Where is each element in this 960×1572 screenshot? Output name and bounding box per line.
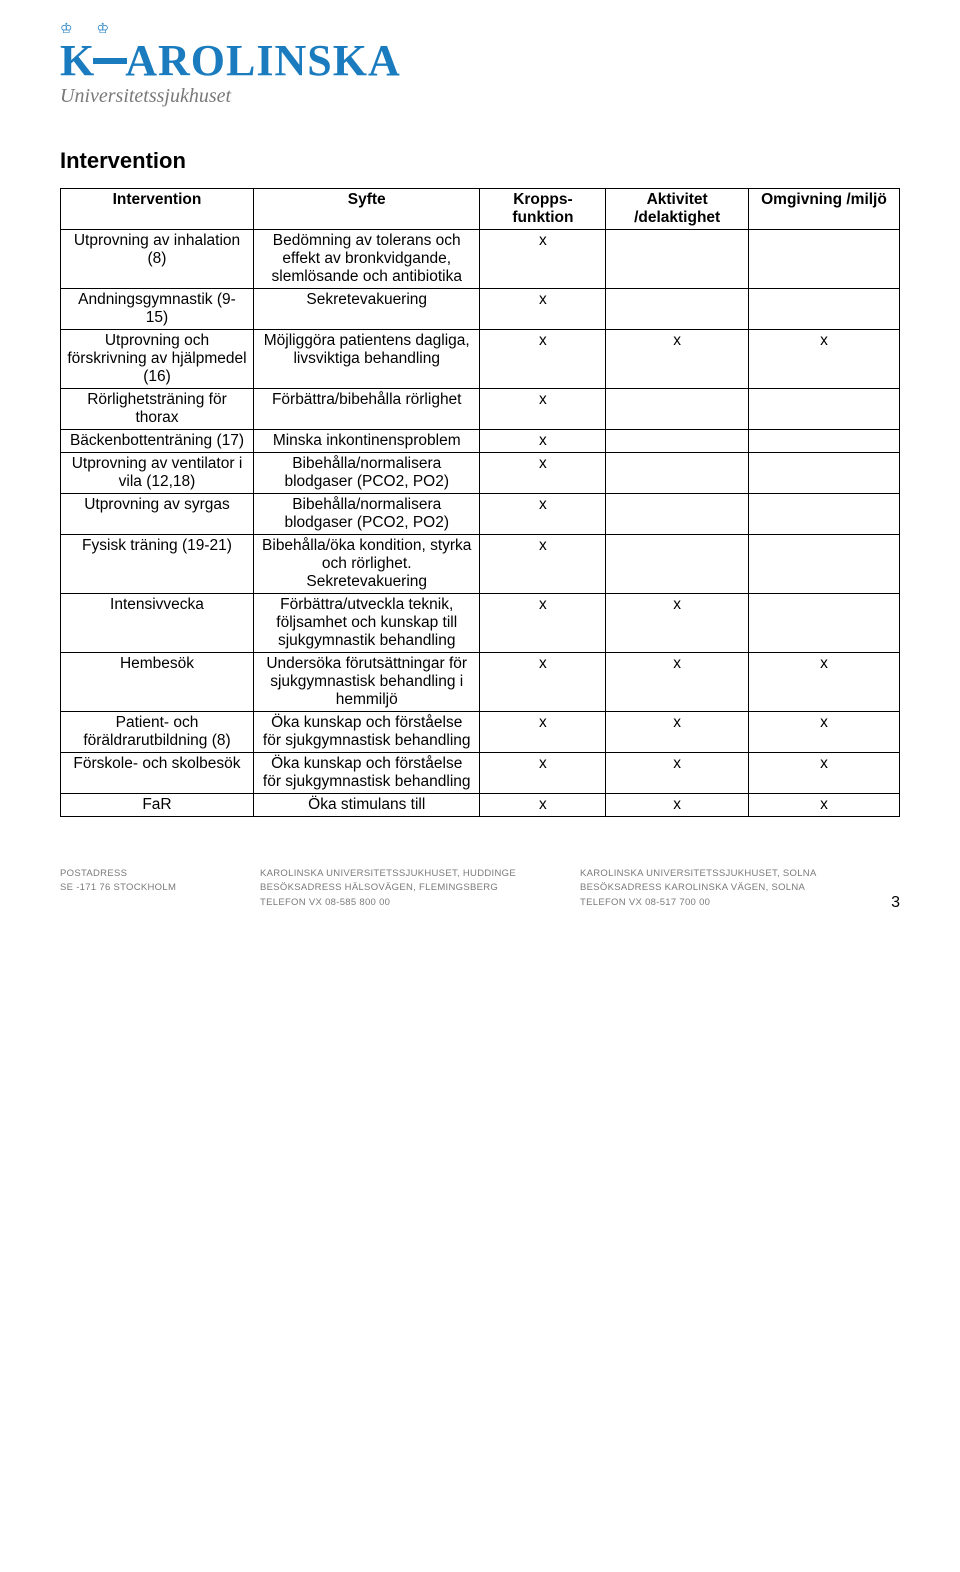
cell-kf: x bbox=[480, 594, 606, 653]
cell-kf: x bbox=[480, 389, 606, 430]
col-header-syfte: Syfte bbox=[253, 189, 480, 230]
cell-om bbox=[748, 535, 899, 594]
logo-crowns-icon: ♔ ♔ bbox=[60, 20, 900, 37]
logo-name: KAROLINSKA bbox=[60, 39, 900, 83]
cell-om bbox=[748, 230, 899, 289]
cell-om bbox=[748, 389, 899, 430]
cell-om: x bbox=[748, 794, 899, 817]
section-title: Intervention bbox=[60, 148, 900, 174]
cell-kf: x bbox=[480, 653, 606, 712]
cell-syfte: Öka kunskap och förståelse för sjukgymna… bbox=[253, 712, 480, 753]
cell-syfte: Minska inkontinensproblem bbox=[253, 430, 480, 453]
col-header-kroppsfunktion: Kropps-funktion bbox=[480, 189, 606, 230]
cell-ad: x bbox=[606, 330, 749, 389]
cell-ad: x bbox=[606, 594, 749, 653]
table-row: Andningsgymnastik (9-15)Sekretevakuering… bbox=[61, 289, 900, 330]
cell-intervention: Bäckenbottenträning (17) bbox=[61, 430, 254, 453]
cell-syfte: Möjliggöra patientens dagliga, livsvikti… bbox=[253, 330, 480, 389]
cell-om: x bbox=[748, 712, 899, 753]
cell-intervention: Andningsgymnastik (9-15) bbox=[61, 289, 254, 330]
table-header-row: Intervention Syfte Kropps-funktion Aktiv… bbox=[61, 189, 900, 230]
table-row: IntensivveckaFörbättra/utveckla teknik, … bbox=[61, 594, 900, 653]
cell-ad bbox=[606, 230, 749, 289]
cell-syfte: Bibehålla/normalisera blodgaser (PCO2, P… bbox=[253, 453, 480, 494]
cell-ad bbox=[606, 389, 749, 430]
cell-kf: x bbox=[480, 289, 606, 330]
cell-kf: x bbox=[480, 330, 606, 389]
cell-syfte: Sekretevakuering bbox=[253, 289, 480, 330]
cell-kf: x bbox=[480, 794, 606, 817]
cell-om: x bbox=[748, 653, 899, 712]
cell-syfte: Öka kunskap och förståelse för sjukgymna… bbox=[253, 753, 480, 794]
page-number: 3 bbox=[60, 894, 900, 912]
col-header-aktivitet: Aktivitet /delaktighet bbox=[606, 189, 749, 230]
intervention-table: Intervention Syfte Kropps-funktion Aktiv… bbox=[60, 188, 900, 817]
table-row: FaRÖka stimulans tillxxx bbox=[61, 794, 900, 817]
table-row: HembesökUndersöka förutsättningar för sj… bbox=[61, 653, 900, 712]
cell-kf: x bbox=[480, 453, 606, 494]
cell-ad: x bbox=[606, 712, 749, 753]
cell-ad: x bbox=[606, 753, 749, 794]
col-header-omgivning: Omgivning /miljö bbox=[748, 189, 899, 230]
col-header-intervention: Intervention bbox=[61, 189, 254, 230]
table-row: Utprovning av inhalation (8)Bedömning av… bbox=[61, 230, 900, 289]
cell-syfte: Bibehålla/öka kondition, styrka och rörl… bbox=[253, 535, 480, 594]
footer-right-line1: KAROLINSKA UNIVERSITETSSJUKHUSET, SOLNA bbox=[580, 867, 900, 881]
cell-intervention: Intensivvecka bbox=[61, 594, 254, 653]
table-row: Förskole- och skolbesökÖka kunskap och f… bbox=[61, 753, 900, 794]
cell-intervention: Utprovning och förskrivning av hjälpmede… bbox=[61, 330, 254, 389]
cell-ad: x bbox=[606, 653, 749, 712]
cell-ad: x bbox=[606, 794, 749, 817]
table-row: Utprovning av ventilator i vila (12,18)B… bbox=[61, 453, 900, 494]
cell-ad bbox=[606, 494, 749, 535]
cell-intervention: Förskole- och skolbesök bbox=[61, 753, 254, 794]
footer-mid-line1: KAROLINSKA UNIVERSITETSSJUKHUSET, HUDDIN… bbox=[260, 867, 580, 881]
cell-om bbox=[748, 494, 899, 535]
table-row: Utprovning och förskrivning av hjälpmede… bbox=[61, 330, 900, 389]
cell-syfte: Förbättra/utveckla teknik, följsamhet oc… bbox=[253, 594, 480, 653]
cell-intervention: Patient- och föräldrarutbildning (8) bbox=[61, 712, 254, 753]
cell-om bbox=[748, 289, 899, 330]
cell-intervention: Fysisk träning (19-21) bbox=[61, 535, 254, 594]
cell-intervention: Utprovning av ventilator i vila (12,18) bbox=[61, 453, 254, 494]
cell-intervention: Rörlighetsträning för thorax bbox=[61, 389, 254, 430]
cell-intervention: FaR bbox=[61, 794, 254, 817]
cell-kf: x bbox=[480, 712, 606, 753]
cell-ad bbox=[606, 453, 749, 494]
cell-kf: x bbox=[480, 230, 606, 289]
cell-syfte: Bedömning av tolerans och effekt av bron… bbox=[253, 230, 480, 289]
table-row: Fysisk träning (19-21)Bibehålla/öka kond… bbox=[61, 535, 900, 594]
table-row: Patient- och föräldrarutbildning (8)Öka … bbox=[61, 712, 900, 753]
cell-syfte: Öka stimulans till bbox=[253, 794, 480, 817]
cell-om bbox=[748, 430, 899, 453]
cell-syfte: Undersöka förutsättningar för sjukgymnas… bbox=[253, 653, 480, 712]
cell-intervention: Utprovning av inhalation (8) bbox=[61, 230, 254, 289]
cell-om bbox=[748, 453, 899, 494]
cell-om bbox=[748, 594, 899, 653]
footer-postadress-label: POSTADRESS bbox=[60, 867, 260, 881]
cell-intervention: Hembesök bbox=[61, 653, 254, 712]
cell-kf: x bbox=[480, 535, 606, 594]
cell-kf: x bbox=[480, 494, 606, 535]
table-row: Rörlighetsträning för thoraxFörbättra/bi… bbox=[61, 389, 900, 430]
cell-syfte: Bibehålla/normalisera blodgaser (PCO2, P… bbox=[253, 494, 480, 535]
cell-ad bbox=[606, 430, 749, 453]
logo: ♔ ♔ KAROLINSKA Universitetssjukhuset bbox=[60, 20, 900, 108]
cell-intervention: Utprovning av syrgas bbox=[61, 494, 254, 535]
logo-subtitle: Universitetssjukhuset bbox=[60, 85, 900, 108]
cell-om: x bbox=[748, 753, 899, 794]
cell-kf: x bbox=[480, 753, 606, 794]
cell-ad bbox=[606, 289, 749, 330]
cell-ad bbox=[606, 535, 749, 594]
table-row: Utprovning av syrgasBibehålla/normaliser… bbox=[61, 494, 900, 535]
cell-kf: x bbox=[480, 430, 606, 453]
cell-om: x bbox=[748, 330, 899, 389]
table-row: Bäckenbottenträning (17)Minska inkontine… bbox=[61, 430, 900, 453]
cell-syfte: Förbättra/bibehålla rörlighet bbox=[253, 389, 480, 430]
